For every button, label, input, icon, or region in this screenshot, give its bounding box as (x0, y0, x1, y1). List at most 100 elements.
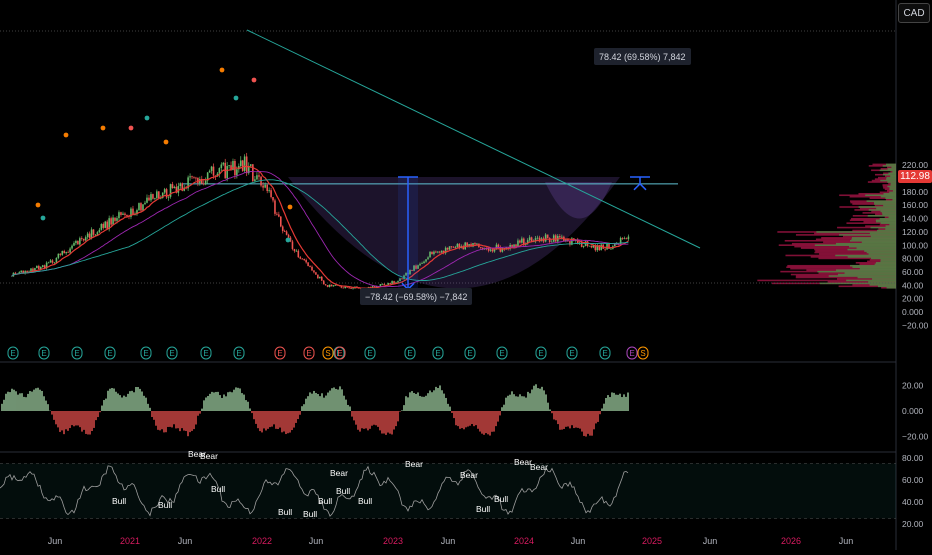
earnings-marker-label: E (236, 349, 241, 358)
y-tick-label: 120.00 (902, 227, 928, 237)
candle-body (621, 237, 624, 239)
osc-y-tick-label: 20.00 (902, 381, 924, 391)
x-tick-label: 2024 (514, 536, 534, 546)
candle-body (519, 240, 521, 243)
signal-dot (287, 204, 293, 210)
candle-body (623, 238, 626, 240)
candle-body (256, 175, 258, 180)
candle-body (59, 253, 62, 255)
volume-profile-bar (890, 175, 896, 177)
candle-body (600, 244, 602, 251)
candle-body (521, 238, 523, 243)
candle-body (320, 276, 323, 281)
candle-body (264, 184, 266, 188)
candle-body (222, 162, 225, 165)
volume-profile-bar (869, 232, 896, 235)
volume-profile-bar (888, 172, 896, 175)
ma-mid-line (11, 170, 629, 288)
candle-body (472, 243, 474, 247)
candle-body (96, 232, 99, 235)
candle-body (468, 244, 470, 246)
currency-button[interactable]: CAD (898, 3, 930, 23)
candle-body (435, 251, 437, 253)
volume-profile-bar (880, 260, 896, 263)
earnings-marker (7, 346, 19, 360)
rsi-signal-label: Bear (514, 457, 532, 467)
candle-body (156, 191, 158, 198)
volume-profile-bar (887, 181, 896, 183)
candle-body (82, 238, 85, 241)
earnings-marker (404, 346, 416, 360)
volume-profile-bar (836, 278, 896, 280)
candle-body (268, 190, 270, 192)
volume-profile-bar (865, 225, 896, 227)
handle-shape (545, 182, 612, 219)
candle-body (433, 251, 435, 255)
volume-profile-bar (889, 191, 896, 194)
candle-body (608, 243, 610, 249)
candle-body (161, 192, 164, 198)
candle-body (559, 236, 561, 238)
candle-body (179, 183, 182, 187)
candle-body (444, 247, 447, 254)
candle-body (373, 286, 376, 287)
candle-body (122, 213, 124, 216)
candle-body (132, 208, 134, 215)
volume-profile-bar (880, 179, 896, 182)
candle-body (334, 284, 337, 286)
volume-profile-bar (867, 181, 896, 183)
earnings-marker (599, 346, 611, 360)
candle-body (26, 271, 28, 273)
candle-body (381, 283, 384, 285)
candle-body (77, 241, 79, 245)
rsi-signal-label: Bull (211, 484, 225, 494)
volume-profile-bar (869, 284, 896, 286)
x-tick-label: 2022 (252, 536, 272, 546)
volume-profile-bar (875, 262, 896, 264)
candle-body (88, 233, 91, 238)
candle-body (61, 250, 64, 255)
candle-body (22, 270, 24, 274)
earnings-marker-label: E (143, 349, 148, 358)
volume-profile-bar (889, 187, 896, 189)
candle-body (395, 282, 397, 284)
earnings-marker-label: E (467, 349, 472, 358)
rsi-y-tick-label: 40.00 (902, 497, 924, 507)
x-tick-label: Jun (839, 536, 854, 546)
volume-profile-bar (795, 276, 896, 279)
volume-profile-bar (847, 256, 896, 258)
volume-profile-bar (800, 247, 896, 249)
volume-profile-bar (885, 225, 896, 227)
candle-body (588, 245, 591, 247)
earnings-marker-label: E (277, 349, 282, 358)
candle-body (332, 285, 335, 287)
earnings-marker (626, 346, 638, 360)
candle-body (454, 246, 457, 248)
candle-body (173, 186, 176, 189)
candle-body (24, 271, 26, 274)
candle-body (197, 177, 199, 184)
candle-body (627, 236, 630, 240)
candle-body (202, 183, 205, 185)
candle-body (305, 260, 307, 263)
earnings-marker-label: E (602, 349, 607, 358)
volume-profile-bar (836, 269, 896, 271)
volume-profile-bar (847, 248, 896, 251)
candle-body (249, 164, 252, 166)
lower-measure-label: −78.42 (−69.58%) −7,842 (360, 288, 473, 305)
candle-body (401, 278, 403, 280)
candle-body (291, 241, 294, 249)
candle-body (200, 179, 203, 184)
earnings-marker (38, 346, 50, 360)
candle-body (348, 287, 350, 289)
candle-body (57, 253, 60, 258)
candle-body (193, 176, 195, 178)
candle-body (204, 180, 207, 185)
candle-body (565, 239, 567, 242)
y-tick-label: 20.00 (902, 294, 924, 304)
volume-profile-bar (880, 210, 896, 213)
candle-body (389, 283, 391, 284)
volume-profile-bar (819, 253, 896, 255)
candle-body (425, 259, 427, 262)
